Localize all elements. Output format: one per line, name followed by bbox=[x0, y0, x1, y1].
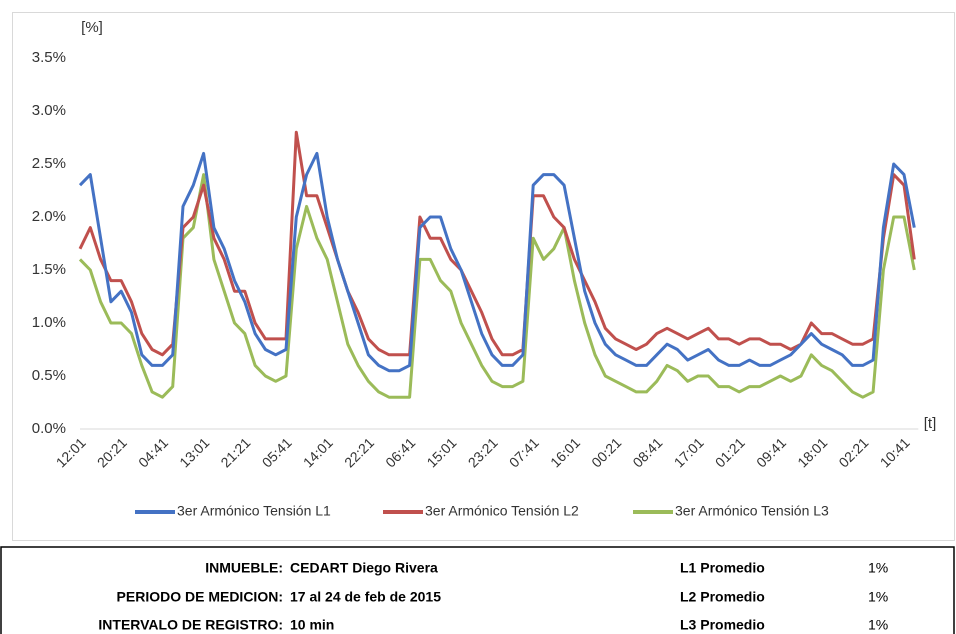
cell-value: 10 min bbox=[290, 617, 334, 633]
info-table: INMUEBLE: CEDART Diego Rivera L1 Promedi… bbox=[0, 546, 955, 634]
y-tick-label: 2.5% bbox=[32, 155, 66, 172]
series-line bbox=[78, 151, 916, 373]
y-tick-label: 3.5% bbox=[32, 49, 66, 66]
cell-value: 1% bbox=[868, 617, 888, 633]
cell-value: 1% bbox=[868, 560, 888, 576]
cell-label: L3 Promedio bbox=[680, 617, 765, 633]
y-tick-label: 1.5% bbox=[32, 261, 66, 278]
legend-label: 3er Armónico Tensión L3 bbox=[675, 503, 829, 519]
legend-label: 3er Armónico Tensión L1 bbox=[177, 503, 331, 519]
y-tick-label: 0.5% bbox=[32, 367, 66, 384]
chart-frame bbox=[12, 12, 955, 541]
x-axis-label: [t] bbox=[924, 415, 937, 432]
cell-value: CEDART Diego Rivera bbox=[290, 560, 438, 576]
y-tick-label: 0.0% bbox=[32, 420, 66, 437]
series-line bbox=[78, 173, 916, 399]
y-tick-label: 1.0% bbox=[32, 314, 66, 331]
y-tick-label: 2.0% bbox=[32, 208, 66, 225]
cell-value: 1% bbox=[868, 589, 888, 605]
cell-label: INTERVALO DE REGISTRO: bbox=[98, 617, 283, 633]
series-line bbox=[78, 130, 916, 357]
legend-label: 3er Armónico Tensión L2 bbox=[425, 503, 579, 519]
cell-label: INMUEBLE: bbox=[205, 560, 283, 576]
cell-value: 17 al 24 de feb de 2015 bbox=[290, 589, 441, 605]
cell-label: L2 Promedio bbox=[680, 589, 765, 605]
cell-label: PERIODO DE MEDICION: bbox=[117, 589, 283, 605]
y-axis-label: [%] bbox=[81, 19, 103, 36]
cell-label: L1 Promedio bbox=[680, 560, 765, 576]
y-tick-label: 3.0% bbox=[32, 102, 66, 119]
table-border bbox=[0, 546, 955, 634]
